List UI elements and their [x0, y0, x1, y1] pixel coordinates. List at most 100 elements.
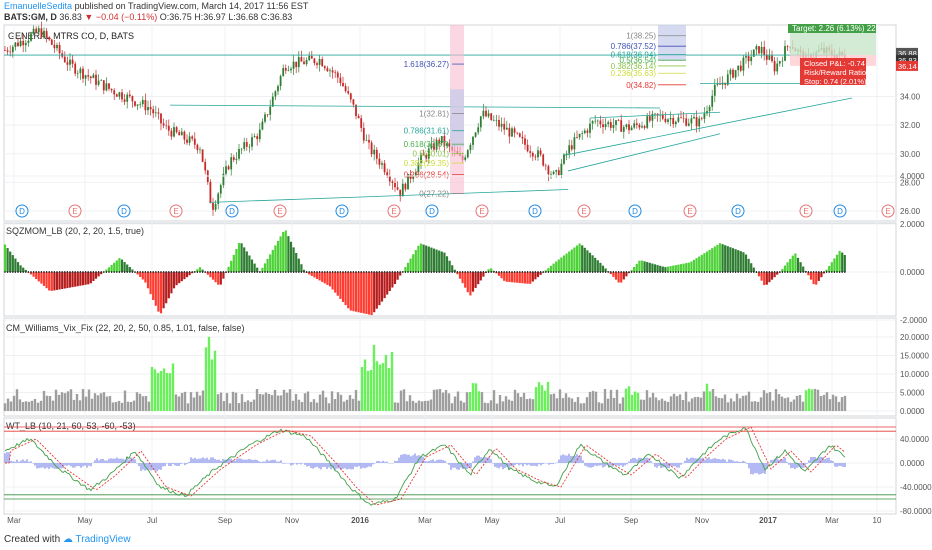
candle-body — [27, 40, 30, 43]
closed-pnl-label: Closed P&L: -0.74 — [804, 59, 865, 68]
symbol[interactable]: BATS:GM, D — [4, 12, 57, 22]
vixfix-bar — [804, 390, 808, 411]
wt-diff-bar — [436, 459, 438, 463]
sqzmom-bar — [230, 260, 233, 272]
squeeze-dot — [241, 271, 243, 273]
squeeze-dot — [438, 271, 440, 273]
vixfix-bar — [585, 397, 589, 411]
squeeze-dot — [672, 271, 674, 273]
vixfix-bar — [600, 403, 604, 411]
sqzmom-bar — [640, 260, 644, 272]
vixfix-bar — [246, 400, 250, 411]
wt-diff-bar — [748, 463, 750, 469]
candle-body — [617, 120, 620, 121]
vixfix-bar — [309, 401, 313, 411]
sqzmom-bar — [74, 272, 77, 287]
sqzmom-bar — [448, 260, 451, 272]
sqzmom-bar — [768, 272, 771, 283]
wt-diff-bar — [214, 458, 216, 463]
wt-diff-bar — [200, 458, 202, 463]
wt-diff-bar — [226, 459, 228, 463]
wt-diff-bar — [824, 459, 826, 463]
vixfix-bar — [336, 392, 340, 411]
trend-line — [564, 97, 853, 156]
sqzmom-bar — [604, 268, 607, 272]
wt-diff-bar — [648, 458, 650, 463]
wt-diff-bar — [300, 463, 302, 465]
wt-diff-bar — [530, 463, 532, 466]
vixfix-bar — [465, 392, 469, 411]
candle-body — [708, 106, 711, 112]
sqzmom-bar — [552, 263, 555, 272]
squeeze-dot — [306, 271, 308, 273]
squeeze-dot — [610, 271, 612, 273]
squeeze-dot — [415, 271, 417, 273]
candle-body — [427, 148, 430, 159]
wt-diff-bar — [622, 463, 624, 467]
candle-body — [261, 121, 264, 130]
sqzmom-bar — [188, 272, 191, 276]
candle-body — [518, 133, 521, 137]
x-tick-label: Nov — [695, 516, 709, 525]
sqzmom-bar — [263, 263, 267, 272]
fib-label: 0.236(28.54) — [404, 171, 450, 180]
candle-body — [534, 156, 537, 158]
vixfix-bar — [156, 372, 160, 411]
squeeze-dot — [207, 271, 209, 273]
squeeze-dot — [72, 271, 74, 273]
wt-diff-bar — [578, 455, 580, 463]
squeeze-dot — [274, 271, 276, 273]
sqzmom-bar — [24, 269, 27, 272]
publish-line: EmanuelleSedita published on TradingView… — [4, 1, 308, 11]
wt-diff-bar — [332, 463, 334, 469]
wt-diff-bar — [840, 463, 842, 467]
squeeze-dot — [204, 271, 206, 273]
tradingview-brand[interactable]: TradingView — [75, 534, 131, 545]
vixfix-bar — [285, 392, 289, 411]
vixfix-bar — [528, 398, 532, 411]
squeeze-dot — [709, 271, 711, 273]
squeeze-dot — [347, 271, 349, 273]
squeeze-dot — [839, 271, 841, 273]
squeeze-dot — [350, 271, 352, 273]
vixfix-bar — [351, 398, 355, 411]
candle-body — [755, 46, 758, 50]
vixfix-bar — [636, 392, 640, 411]
candle-body — [284, 68, 287, 71]
candle-body — [147, 107, 149, 111]
vixfix-bar — [840, 397, 844, 411]
sqzmom-bar — [666, 266, 670, 272]
squeeze-dot — [303, 271, 305, 273]
sqzmom-bar — [838, 250, 841, 272]
squeeze-dot — [532, 271, 534, 273]
sqzmom-bar — [48, 272, 51, 291]
candle-body — [469, 144, 472, 151]
squeeze-dot — [638, 271, 640, 273]
sqzmom-bar — [635, 263, 638, 272]
vixfix-bar — [753, 401, 757, 411]
wt-diff-bar — [620, 463, 622, 466]
sqzmom-bar — [534, 272, 537, 280]
vixfix-bar — [348, 395, 352, 411]
sqzmom-bar — [269, 254, 272, 272]
squeeze-dot — [563, 271, 565, 273]
sqzmom-bar — [128, 267, 131, 272]
candle-body — [115, 94, 118, 97]
wt-diff-bar — [242, 459, 244, 463]
wt-diff-bar — [158, 463, 160, 470]
squeeze-dot — [618, 271, 620, 273]
wt-tick-label: 40.0000 — [900, 435, 929, 444]
author-link[interactable]: EmanuelleSedita — [4, 1, 73, 11]
squeeze-dot — [22, 271, 24, 273]
wt-diff-bar — [588, 463, 590, 468]
sqzmom-bar — [274, 245, 277, 272]
sqzmom-bar — [547, 268, 550, 272]
sqzmom-bar — [360, 272, 363, 313]
highlight-band-blue-2 — [658, 25, 686, 61]
squeeze-dot — [376, 271, 378, 273]
wt-diff-bar — [230, 458, 232, 463]
wt-diff-bar — [348, 463, 350, 469]
candle-body — [128, 94, 131, 97]
vixfix-bar — [141, 396, 145, 411]
